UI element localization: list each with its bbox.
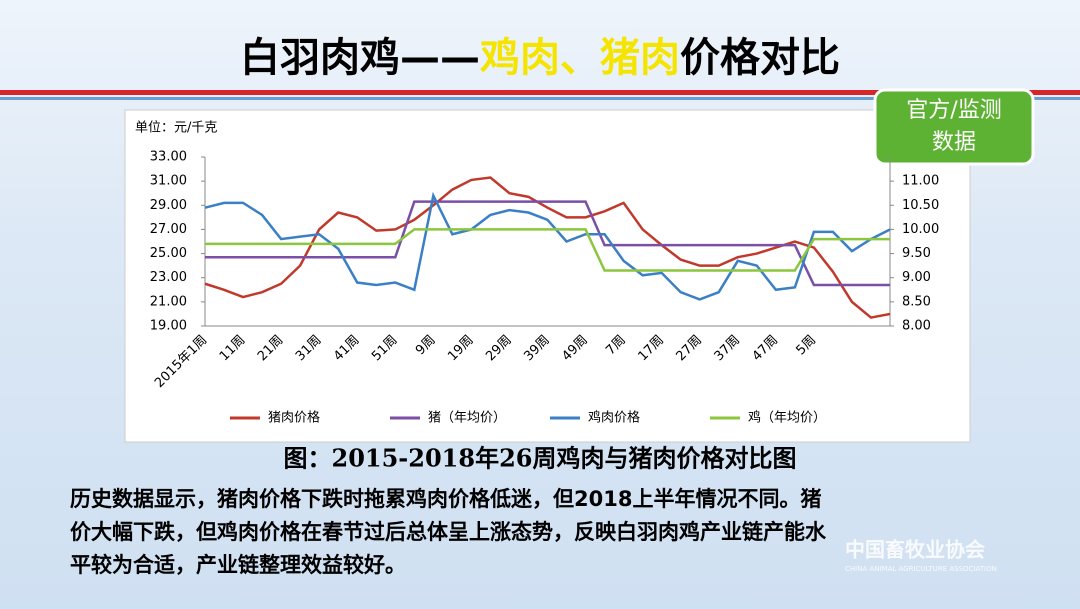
y-tick-label: 27.00: [150, 222, 187, 237]
y-tick-label: 21.00: [150, 294, 187, 309]
slide-title: 白羽肉鸡——鸡肉、猪肉价格对比: [240, 35, 840, 81]
series-line: [204, 191, 891, 301]
series-line: [205, 200, 890, 287]
series-line: [204, 176, 891, 319]
y-tick-label: 31.00: [150, 174, 187, 189]
y2-tick-label: 9.50: [902, 246, 931, 261]
y2-tick-label: 8.00: [902, 319, 931, 334]
y2-tick-label: 9.00: [902, 270, 931, 285]
blue-band: [0, 97, 1080, 100]
y2-tick-label: 10.00: [902, 222, 939, 237]
chart-panel: [124, 109, 971, 443]
y-tick-label: 29.00: [150, 198, 187, 213]
logo-text: 中国畜牧业协会: [845, 538, 985, 562]
legend-label: 鸡（年均价）: [748, 410, 826, 426]
y-tick-label: 23.00: [150, 270, 187, 285]
title-part: 鸡肉、猪肉: [480, 35, 680, 81]
y2-tick-label: 11.00: [902, 174, 939, 189]
legend-label: 鸡肉价格: [588, 410, 640, 426]
y-axis-label: 单位：元/千克: [135, 121, 217, 136]
badge-text: 官方/监测: [906, 98, 1001, 123]
badge-text: 数据: [932, 130, 976, 155]
y2-tick-label: 8.50: [902, 294, 931, 309]
badge: [873, 88, 1035, 166]
logo-subtext: CHINA ANIMAL AGRICULTURE ASSOCIATION: [845, 565, 997, 573]
y-tick-label: 33.00: [150, 150, 187, 165]
y2-tick-label: 10.50: [902, 198, 939, 213]
red-band: [0, 90, 1080, 95]
title-part: 价格对比: [680, 35, 840, 81]
body-text: 价大幅下跌，但鸡肉价格在春节过后总体呈上涨态势，反映白羽肉鸡产业链产能水: [70, 520, 827, 544]
y-tick-label: 19.00: [150, 319, 187, 334]
title-part: 白羽肉鸡——: [240, 35, 480, 81]
legend-label: 猪肉价格: [268, 410, 320, 426]
y-tick-label: 25.00: [150, 246, 187, 261]
legend-label: 猪（年均价）: [428, 411, 506, 426]
body-text: 平较为合适，产业链整理效益较好。: [70, 553, 406, 577]
body-text: 历史数据显示，猪肉价格下跌时拖累鸡肉价格低迷，但2018上半年情况不同。猪: [70, 487, 821, 511]
series-line: [205, 228, 890, 272]
caption: 图：2015-2018年26周鸡肉与猪肉价格对比图: [284, 444, 797, 473]
